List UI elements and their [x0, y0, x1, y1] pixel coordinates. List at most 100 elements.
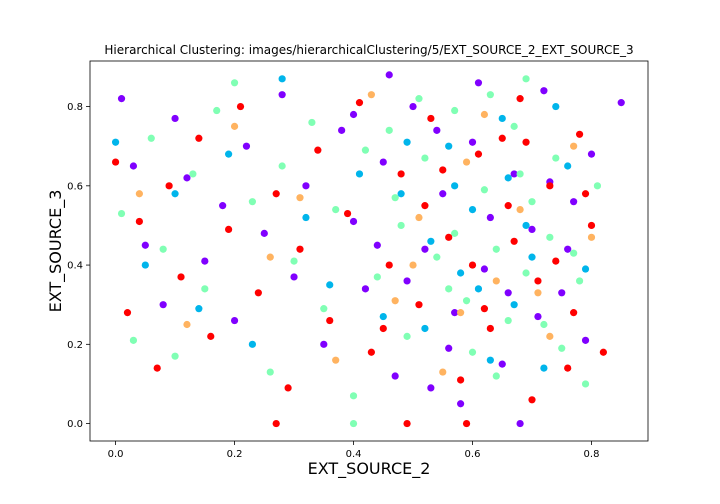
scatter-point [225, 150, 233, 158]
scatter-point [266, 368, 274, 376]
scatter-point [474, 79, 483, 87]
x-tick-label: 0.2 [227, 449, 243, 460]
scatter-point [445, 285, 453, 293]
scatter-point [445, 344, 453, 352]
scatter-point [195, 305, 203, 313]
scatter-point [468, 348, 477, 356]
scatter-point [528, 225, 536, 233]
scatter-point [230, 122, 239, 130]
scatter-point [474, 150, 483, 158]
scatter-point [379, 324, 387, 333]
scatter-point [480, 265, 489, 273]
scatter-point [468, 261, 477, 269]
scatter-point [403, 277, 411, 285]
x-tick-label: 0.8 [584, 449, 600, 460]
scatter-point [540, 87, 548, 95]
scatter-point [171, 190, 179, 198]
scatter-point [123, 309, 132, 317]
plot-frame [89, 60, 649, 442]
scatter-point [349, 110, 358, 119]
scatter-point [135, 190, 143, 198]
scatter-point [457, 309, 465, 317]
scatter-point [480, 305, 489, 313]
scatter-point [254, 289, 262, 297]
scatter-point [195, 134, 203, 142]
scatter-point [272, 190, 280, 198]
scatter-point [451, 309, 459, 317]
scatter-point [445, 233, 453, 241]
scatter-point [462, 158, 471, 166]
scatter-point [534, 277, 542, 285]
scatter-point [451, 106, 459, 115]
scatter-point [510, 122, 518, 130]
scatter-point [445, 142, 453, 150]
scatter-point [260, 229, 268, 237]
scatter-point [379, 312, 387, 321]
scatter-point [498, 360, 506, 368]
scatter-point [564, 364, 572, 372]
scatter-point [575, 277, 584, 285]
y-tick-label: 0.8 [67, 102, 83, 113]
scatter-point [504, 174, 512, 182]
scatter-point [385, 71, 393, 79]
scatter-point [480, 110, 489, 119]
scatter-point [171, 352, 179, 360]
scatter-point [468, 138, 477, 146]
scatter-point [510, 237, 518, 245]
scatter-point [367, 91, 375, 99]
scatter-point [587, 221, 596, 230]
scatter-point [397, 221, 405, 230]
scatter-point [552, 102, 560, 111]
y-axis-label: EXT_SOURCE_3 [46, 190, 66, 313]
scatter-point [230, 79, 239, 87]
scatter-point [385, 261, 393, 269]
scatter-point [367, 348, 375, 356]
scatter-point [141, 261, 149, 269]
scatter-point [248, 198, 256, 206]
scatter-point [248, 340, 256, 348]
scatter-point [540, 320, 548, 329]
scatter-point [117, 95, 126, 103]
scatter-point [486, 324, 494, 333]
scatter-point [302, 182, 310, 190]
scatter-point [486, 356, 494, 364]
scatter-point [379, 158, 387, 166]
scatter-point [361, 146, 370, 154]
scatter-point [516, 205, 524, 214]
scatter-point [278, 162, 286, 170]
scatter-point [349, 217, 358, 226]
scatter-point [415, 95, 423, 103]
scatter-point [332, 205, 340, 214]
scatter-point [570, 198, 578, 206]
scatter-point [462, 419, 471, 428]
scatter-point [147, 134, 155, 142]
scatter-point [486, 91, 494, 99]
scatter-point [391, 194, 399, 202]
scatter-point [528, 253, 536, 261]
scatter-point [433, 126, 441, 134]
x-axis: 0.0 0.2 0.4 0.6 0.8 [108, 441, 600, 460]
scatter-point [278, 75, 286, 83]
scatter-point [409, 102, 417, 111]
scatter-point [570, 249, 578, 257]
x-axis-label: EXT_SOURCE_2 [308, 459, 431, 479]
scatter-point [558, 344, 566, 352]
scatter-point [587, 233, 596, 241]
scatter-point [504, 202, 512, 210]
scatter-point [421, 245, 429, 253]
scatter-point [403, 332, 411, 340]
scatter-point [391, 372, 399, 380]
x-tick-label: 0.4 [346, 449, 362, 460]
scatter-point [492, 372, 500, 380]
scatter-point [129, 162, 138, 170]
scatter-point [225, 225, 233, 233]
scatter-point [343, 209, 352, 218]
scatter-point [284, 384, 292, 392]
scatter-point [581, 336, 590, 344]
scatter-point [451, 182, 459, 190]
scatter-point [581, 380, 590, 388]
scatter-point [534, 289, 542, 297]
scatter-point [474, 285, 483, 293]
scatter-point [439, 368, 447, 376]
